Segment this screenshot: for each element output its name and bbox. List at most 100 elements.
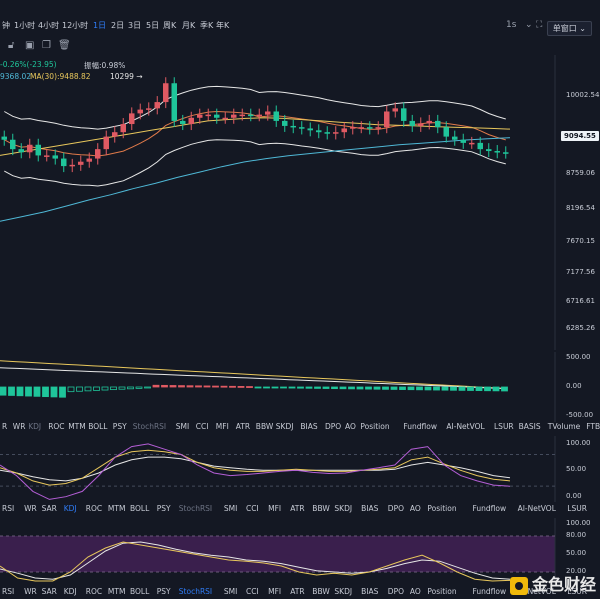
indicator-tab-lsur[interactable]: LSUR [494, 422, 514, 431]
trash-icon[interactable]: 🗑︎ [58, 40, 71, 51]
indicator-tab-mfi[interactable]: MFI [268, 587, 282, 596]
indicator-tab-dpo[interactable]: DPO [387, 504, 404, 513]
kdj-panel[interactable] [0, 436, 600, 502]
timeframe-11[interactable]: 年K [216, 21, 230, 30]
indicator-tab-sar[interactable]: SAR [41, 504, 57, 513]
indicator-tab-stochrsi[interactable]: StochRSI [178, 587, 213, 596]
indicator-tab-psy[interactable]: PSY [156, 587, 171, 596]
indicator-tab-mtm[interactable]: MTM [68, 422, 86, 431]
single-window-button[interactable]: 单窗口 ⌄ [546, 21, 592, 36]
indicator-tab-psy[interactable]: PSY [112, 422, 127, 431]
timeframe-3[interactable]: 12小时 [62, 21, 89, 30]
indicator-tab-stochrsi[interactable]: StochRSI [132, 422, 167, 431]
indicator-tab-position[interactable]: Position [427, 587, 457, 596]
candlestick-chart[interactable] [0, 55, 600, 350]
indicator-tab-position[interactable]: Position [360, 422, 390, 431]
indicator-tab-psy[interactable]: PSY [156, 504, 171, 513]
indicator-tab-ao[interactable]: AO [345, 422, 356, 431]
indicator-tab-boll[interactable]: BOLL [130, 587, 150, 596]
image-icon[interactable]: ▣ [25, 40, 35, 51]
indicator-tab-cci[interactable]: CCI [246, 587, 259, 596]
indicator-tab-fundflow[interactable]: Fundflow [403, 422, 438, 431]
refresh-interval[interactable]: 1s [506, 20, 517, 30]
indicator-tab-sar[interactable]: SAR [41, 587, 57, 596]
indicator-tab-kdj[interactable]: KDJ [63, 504, 77, 513]
lock-icon[interactable]: 🔓︎ [8, 40, 15, 51]
indicator-tab-ftbs[interactable]: FTBS [586, 422, 600, 431]
indicator-tab-ai-netvol[interactable]: AI-NetVOL [517, 504, 556, 513]
indicator-tab-ai-netvol[interactable]: AI-NetVOL [446, 422, 485, 431]
indicator-tab-tvolume[interactable]: TVolume [547, 422, 581, 431]
indicator-tab-roc[interactable]: ROC [85, 587, 103, 596]
indicator-tab-basis[interactable]: BASIS [518, 422, 541, 431]
indicator-tab-cci[interactable]: CCI [246, 504, 259, 513]
timeframe-0[interactable]: 钟 [2, 21, 10, 30]
indicator-tab-bbw[interactable]: BBW [312, 587, 330, 596]
indicator-tab-dpo[interactable]: DPO [325, 422, 342, 431]
timeframe-8[interactable]: 周K [163, 21, 177, 30]
indicator-tab-boll[interactable]: BOLL [88, 422, 108, 431]
candle [129, 113, 135, 125]
amplitude-label: 振幅:0.98% [84, 61, 126, 70]
indicator-tab-skdj[interactable]: SKDJ [334, 504, 353, 513]
fullscreen-icon[interactable]: ⛶ [536, 20, 543, 30]
indicator-tab-kdj[interactable]: KDJ [28, 422, 42, 431]
indicator-tab-mtm[interactable]: MTM [107, 504, 126, 513]
indicator-tab-bias[interactable]: BIAS [361, 504, 379, 513]
indicator-tab-wr[interactable]: WR [12, 422, 26, 431]
indicator-tab-wr[interactable]: WR [24, 587, 37, 596]
indicator-tab-mtm[interactable]: MTM [107, 587, 126, 596]
indicator-tab-mfi[interactable]: MFI [215, 422, 229, 431]
indicator-tab-atr[interactable]: ATR [290, 587, 305, 596]
indicator-tab-smi[interactable]: SMI [223, 587, 238, 596]
indicator-tab-stochrsi[interactable]: StochRSI [178, 504, 213, 513]
indicator-tab-dpo[interactable]: DPO [387, 587, 404, 596]
stochrsi-panel[interactable] [0, 518, 600, 584]
indicator-tab-smi[interactable]: SMI [223, 504, 238, 513]
candle [350, 127, 356, 129]
indicator-tab-smi[interactable]: SMI [175, 422, 190, 431]
chevron-down-icon[interactable]: ⌄ [525, 20, 533, 30]
histogram-bar [441, 386, 449, 391]
indicator-tab-atr[interactable]: ATR [235, 422, 251, 431]
indicator-tab-bias[interactable]: BIAS [361, 587, 379, 596]
indicator-tab-wr[interactable]: WR [24, 504, 37, 513]
indicator-tab-roc[interactable]: ROC [48, 422, 65, 431]
indicator-tab-fundflow[interactable]: Fundflow [472, 504, 507, 513]
indicator-tab-bbw[interactable]: BBW [255, 422, 274, 431]
indicator-tab-kdj[interactable]: KDJ [63, 587, 77, 596]
histogram-bar [424, 386, 432, 391]
indicator-tab-rsi[interactable]: RSI [2, 587, 15, 596]
histogram-panel[interactable] [0, 352, 600, 422]
indicator-tab-roc[interactable]: ROC [85, 504, 103, 513]
indicator-tab-bbw[interactable]: BBW [312, 504, 330, 513]
indicator-tab-skdj[interactable]: SKDJ [275, 422, 294, 431]
indicator-tab-fundflow[interactable]: Fundflow [472, 587, 507, 596]
indicator-tab-lsur[interactable]: LSUR [567, 587, 587, 596]
timeframe-1[interactable]: 1小时 [14, 21, 36, 30]
copy-icon[interactable]: ❐ [42, 40, 51, 51]
candle [503, 152, 509, 154]
indicator-tab-ai-netvol[interactable]: AI-NetVOL [517, 587, 556, 596]
indicator-tab-bias[interactable]: BIAS [300, 422, 318, 431]
timeframe-7[interactable]: 5日 [146, 21, 160, 30]
histogram-bar [390, 386, 398, 390]
timeframe-9[interactable]: 月K [182, 21, 196, 30]
indicator-tab-atr[interactable]: ATR [290, 504, 305, 513]
indicator-tab-cci[interactable]: CCI [195, 422, 209, 431]
histogram-bar [322, 386, 330, 389]
indicator-tab-position[interactable]: Position [427, 504, 457, 513]
timeframe-10[interactable]: 季K [200, 21, 214, 30]
timeframe-2[interactable]: 4小时 [38, 21, 60, 30]
timeframe-6[interactable]: 3日 [128, 21, 142, 30]
indicator-tab-boll[interactable]: BOLL [130, 504, 150, 513]
indicator-tab-skdj[interactable]: SKDJ [334, 587, 353, 596]
indicator-tab-rsi[interactable]: RSI [2, 504, 15, 513]
indicator-tab-mfi[interactable]: MFI [268, 504, 282, 513]
timeframe-4[interactable]: 1日 [93, 21, 107, 30]
indicator-tab-ao[interactable]: AO [409, 587, 421, 596]
indicator-tab-lsur[interactable]: LSUR [567, 504, 587, 513]
indicator-tab-ao[interactable]: AO [409, 504, 421, 513]
indicator-tab-r[interactable]: R [2, 422, 8, 431]
timeframe-5[interactable]: 2日 [111, 21, 125, 30]
